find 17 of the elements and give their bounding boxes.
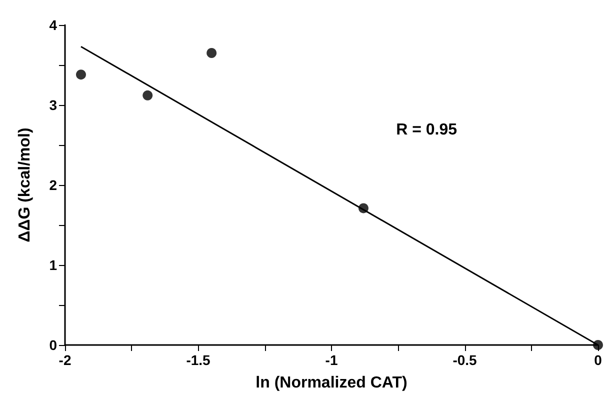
y-tick-label: 2 <box>49 177 58 193</box>
y-axis-title: ΔΔG (kcal/mol) <box>16 128 34 242</box>
x-axis-title: ln (Normalized CAT) <box>256 374 408 392</box>
point <box>142 90 153 100</box>
y-tick-label: 3 <box>49 97 58 113</box>
point <box>206 48 217 58</box>
x-tick-label: -1 <box>325 352 338 368</box>
x-tick-label: -2 <box>58 352 72 368</box>
point <box>358 203 368 214</box>
annotation: R = 0.95 <box>396 122 458 138</box>
y-tick-label: 4 <box>49 17 58 33</box>
y-tick-label: 0 <box>49 337 58 353</box>
x-tick-label: 0 <box>594 352 602 368</box>
x-tick-label: -0.5 <box>452 352 478 368</box>
y-tick-label: 1 <box>49 257 58 273</box>
point <box>76 70 86 80</box>
x-tick-label: -1.5 <box>186 352 211 368</box>
